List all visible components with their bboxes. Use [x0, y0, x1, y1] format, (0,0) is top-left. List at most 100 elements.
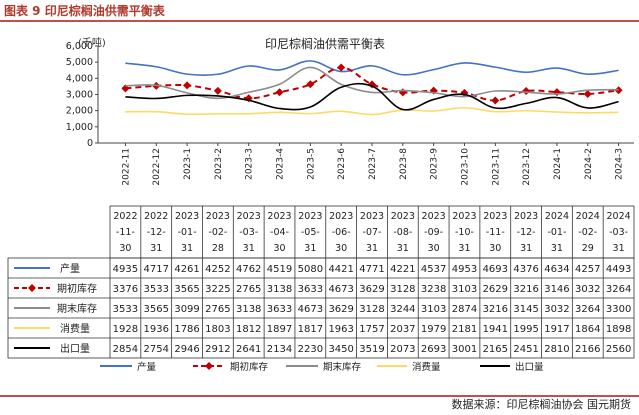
table-cell: 4493: [606, 264, 631, 275]
table-cell: 2754: [144, 344, 169, 355]
table-cell: 4537: [421, 264, 446, 275]
table-header-cell: 31: [366, 243, 378, 254]
table-header-cell: 2024: [606, 211, 630, 222]
footer-rule: [0, 395, 639, 397]
table-cell: 3128: [390, 284, 415, 295]
table-cell: 3238: [421, 284, 446, 295]
row-legend-marker: [28, 284, 36, 292]
table-cell: 4693: [483, 264, 508, 275]
table-cell: 3138: [267, 284, 292, 295]
table-cell: 4421: [328, 264, 353, 275]
table-header-cell: -03-: [609, 227, 628, 238]
data-source: 数据来源：印尼棕榈油协会 国元期货: [451, 398, 632, 411]
table-cell: 4673: [328, 284, 353, 295]
table-header-cell: -02-: [578, 227, 597, 238]
y-tick-label: 3,000: [66, 90, 93, 101]
series-line-4: [125, 82, 619, 111]
table-header-cell: -04-: [270, 227, 289, 238]
x-tick-label: 2023-6: [337, 148, 347, 180]
table-header-cell: 2023: [267, 211, 291, 222]
table-header-cell: -05-: [301, 227, 320, 238]
x-tick-label: 2023-3: [245, 148, 255, 180]
x-tick-label: 2024-3: [615, 148, 625, 180]
table-cell: 3264: [606, 284, 631, 295]
table-cell: 2693: [421, 344, 446, 355]
table-cell: 3565: [144, 304, 169, 315]
table-cell: 3533: [113, 304, 138, 315]
table-cell: 3216: [513, 284, 538, 295]
table-header-cell: -08-: [393, 227, 412, 238]
table-cell: 1757: [359, 324, 384, 335]
x-tick-label: 2023-12: [522, 148, 532, 186]
table-header-cell: 2023: [206, 211, 230, 222]
table-cell: 4519: [267, 264, 292, 275]
table-cell: 2946: [174, 344, 199, 355]
table-cell: 4257: [575, 264, 600, 275]
x-tick-label: 2023-2: [214, 148, 224, 180]
table-header-cell: 2024: [576, 211, 600, 222]
table-cell: 1786: [174, 324, 199, 335]
x-tick-label: 2023-8: [399, 148, 409, 180]
legend-label: 期末库存: [323, 361, 362, 373]
table-cell: 2810: [544, 344, 569, 355]
table-header-cell: 2022: [113, 211, 137, 222]
x-tick-label: 2024-2: [584, 148, 594, 180]
table-cell: 3629: [328, 304, 353, 315]
table-cell: 2560: [606, 344, 631, 355]
table-cell: 1963: [328, 324, 353, 335]
table-header-cell: 2023: [360, 211, 384, 222]
x-tick-label: 2022-12: [152, 148, 162, 186]
series-line-3: [125, 106, 619, 116]
series-point: [306, 80, 315, 89]
series-line-2: [125, 66, 619, 100]
table-cell: 1995: [513, 324, 538, 335]
table-cell: 3629: [359, 284, 384, 295]
table-cell: 1803: [205, 324, 230, 335]
series-point: [337, 63, 346, 72]
table-header-cell: 2023: [175, 211, 199, 222]
series-point: [583, 89, 592, 98]
table-cell: 2629: [483, 284, 508, 295]
legend-label: 期初库存: [230, 361, 269, 373]
table-cell: 4771: [359, 264, 384, 275]
table-cell: 3633: [298, 284, 323, 295]
x-tick-label: 2023-7: [368, 148, 378, 180]
series-point: [491, 96, 500, 105]
table-header-cell: 2023: [237, 211, 261, 222]
x-tick-label: 2023-1: [183, 148, 193, 180]
legend-label: 产量: [137, 361, 157, 373]
series-line-1: [125, 66, 619, 102]
x-tick-label: 2022-11: [121, 148, 131, 186]
row-series-name: 出口量: [60, 342, 90, 355]
table-header-cell: 30: [489, 243, 501, 254]
balance-chart: 印尼棕榈油供需平衡表 (千吨) 0 1,000 2,000 3,000 4,000 5,0…: [7, 36, 635, 373]
table-cell: 1898: [606, 324, 631, 335]
table-cell: 3519: [359, 344, 384, 355]
series-point: [522, 87, 531, 96]
x-tick-label: 2023-4: [276, 148, 286, 180]
table-cell: 4953: [452, 264, 477, 275]
table-header-cell: 2023: [452, 211, 476, 222]
table-header-cell: 2023: [514, 211, 538, 222]
table-cell: 2165: [483, 344, 508, 355]
table-header-cell: 31: [551, 243, 563, 254]
table-header-cell: 30: [273, 243, 285, 254]
table-header-cell: -12-: [517, 227, 536, 238]
table-cell: 3264: [575, 304, 600, 315]
table-cell: 2912: [205, 344, 230, 355]
table-header-cell: 28: [212, 243, 224, 254]
table-cell: 2765: [236, 284, 261, 295]
y-tick-label: 6,000: [66, 41, 93, 52]
table-cell: 2181: [452, 324, 477, 335]
table-cell: 3128: [359, 304, 384, 315]
table-cell: 1928: [113, 324, 138, 335]
table-cell: 2451: [513, 344, 538, 355]
series-line-0: [125, 60, 619, 77]
table-cell: 4221: [390, 264, 415, 275]
table-header-cell: 30: [119, 243, 131, 254]
table-header-cell: 2023: [391, 211, 415, 222]
table-cell: 4252: [205, 264, 230, 275]
table-cell: 3533: [144, 284, 169, 295]
series-point: [183, 81, 192, 90]
x-tick-label: 2023-5: [306, 148, 316, 180]
